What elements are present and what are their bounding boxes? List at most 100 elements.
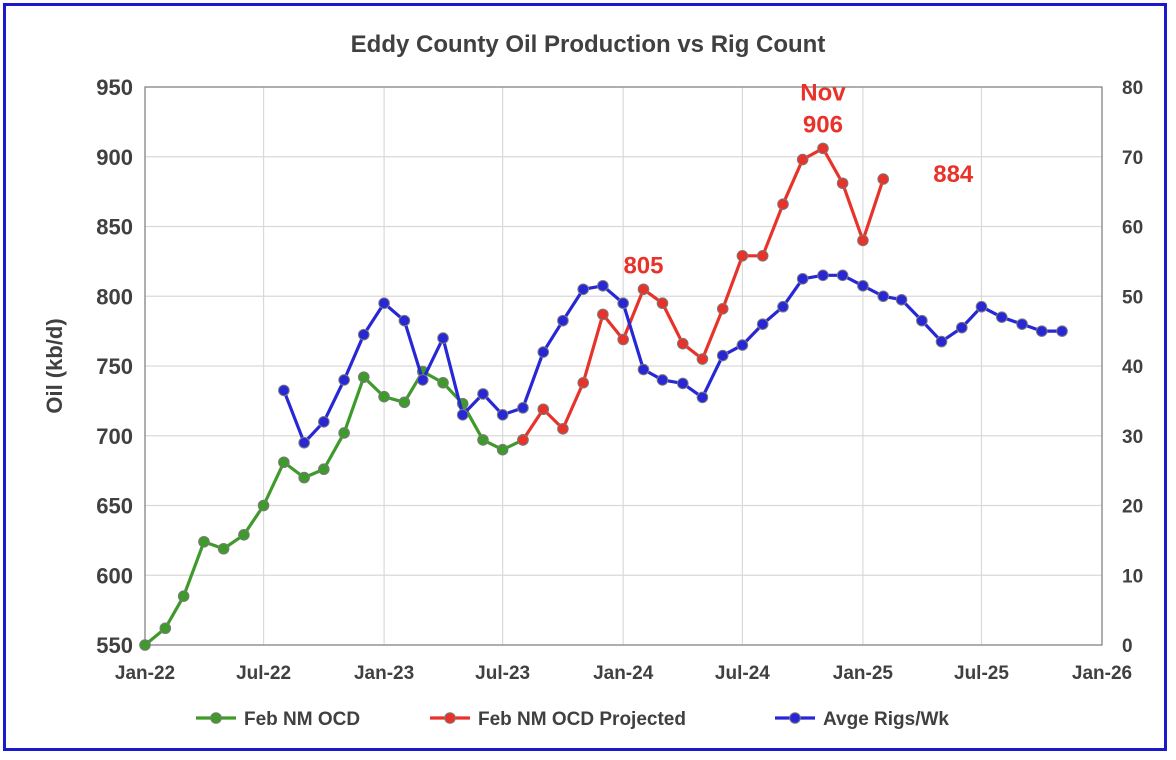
data-point <box>756 318 769 330</box>
right-tick-label: 10 <box>1122 566 1143 587</box>
left-tick-label: 900 <box>96 145 133 170</box>
data-point <box>796 153 809 166</box>
data-point <box>676 337 689 350</box>
data-point <box>1035 325 1048 337</box>
data-point <box>935 335 948 348</box>
data-point <box>656 374 669 386</box>
data-point <box>298 436 310 449</box>
right-tick-label: 20 <box>1122 497 1143 518</box>
data-point <box>338 427 350 439</box>
x-tick-label: Jan-24 <box>593 663 654 684</box>
data-point <box>357 371 370 383</box>
x-tick-label: Jan-25 <box>833 663 894 684</box>
data-point <box>975 300 988 313</box>
right-tick-label: 40 <box>1122 357 1143 378</box>
data-point <box>537 346 550 358</box>
data-point <box>217 542 230 555</box>
right-axis-ticks: 0 10 20 30 40 50 60 70 80 <box>1122 78 1143 657</box>
x-tick-label: Jan-26 <box>1072 663 1132 684</box>
data-point <box>637 363 650 376</box>
left-tick-label: 700 <box>96 424 133 449</box>
data-point <box>318 416 330 428</box>
legend-label: Feb NM OCD Projected <box>478 709 686 730</box>
left-tick-label: 550 <box>96 633 133 658</box>
data-point <box>817 269 829 282</box>
data-point <box>696 391 709 404</box>
left-tick-label: 950 <box>96 75 133 100</box>
data-point <box>995 311 1008 323</box>
data-point <box>416 374 429 386</box>
data-point <box>557 422 569 435</box>
data-point <box>496 443 509 456</box>
data-point <box>617 333 629 346</box>
left-tick-label: 850 <box>96 215 133 240</box>
legend-entry: Feb NM OCD <box>196 709 360 730</box>
data-point <box>597 279 609 292</box>
data-point <box>895 293 908 306</box>
data-point <box>357 328 370 341</box>
data-point <box>877 290 890 303</box>
data-point <box>278 456 290 469</box>
right-tick-label: 80 <box>1122 78 1143 99</box>
data-point <box>139 639 151 651</box>
series-feb-nm-ocd-projected <box>517 142 890 446</box>
data-point <box>597 308 609 321</box>
legend-swatch-marker <box>444 712 456 724</box>
data-point <box>577 283 590 296</box>
data-point <box>278 384 290 397</box>
data-point <box>916 314 928 327</box>
data-point <box>456 409 469 421</box>
data-point <box>716 303 729 315</box>
x-tick-label: Jan-22 <box>115 663 175 684</box>
legend-entry: Avge Rigs/Wk <box>775 709 949 730</box>
legend-label: Avge Rigs/Wk <box>823 709 949 730</box>
data-point <box>159 622 172 635</box>
x-tick-label: Jul-24 <box>715 663 770 684</box>
annotation-label: 805 <box>623 252 663 279</box>
legend: Feb NM OCD Feb NM OCD Projected Avge Rigs/… <box>196 709 949 730</box>
data-point <box>877 173 890 185</box>
data-point <box>437 332 449 344</box>
chart-title: Eddy County Oil Production vs Rig Count <box>351 31 826 58</box>
legend-swatch-marker <box>789 712 801 724</box>
right-tick-label: 50 <box>1122 287 1143 308</box>
legend-label: Feb NM OCD <box>244 709 360 730</box>
right-tick-label: 0 <box>1122 636 1133 657</box>
data-point <box>398 314 411 327</box>
data-point <box>956 321 968 334</box>
data-point <box>378 390 390 403</box>
data-point <box>318 463 330 476</box>
data-point <box>537 403 550 416</box>
data-point <box>756 249 769 262</box>
data-point <box>676 377 689 390</box>
data-point <box>557 314 569 327</box>
data-point <box>477 434 489 446</box>
annotations: Nov 906 805 884 <box>623 79 973 279</box>
left-tick-label: 750 <box>96 354 133 379</box>
x-tick-label: Jul-25 <box>954 663 1009 684</box>
annotation-label: 906 <box>803 111 843 138</box>
data-point <box>736 339 749 351</box>
left-tick-label: 600 <box>96 563 133 588</box>
series-avge-rigs-wk <box>278 269 1068 449</box>
data-point <box>696 353 709 365</box>
y-axis-label: Oil (kb/d) <box>42 318 67 413</box>
data-point <box>496 409 509 421</box>
annotation-label: 884 <box>933 161 974 188</box>
data-point <box>716 349 729 362</box>
data-point <box>836 177 849 190</box>
data-point <box>517 434 529 446</box>
data-point <box>177 590 190 602</box>
data-point <box>777 300 789 313</box>
right-tick-label: 60 <box>1122 218 1143 239</box>
left-axis-ticks: 550 600 650 700 750 800 850 900 950 <box>96 75 133 658</box>
legend-swatch-marker <box>210 712 222 724</box>
data-point <box>857 234 869 247</box>
left-tick-label: 800 <box>96 284 133 309</box>
data-point <box>796 273 809 285</box>
plot-area <box>144 86 1103 646</box>
x-tick-label: Jul-23 <box>475 663 530 684</box>
data-point <box>777 198 789 210</box>
right-tick-label: 70 <box>1122 148 1143 169</box>
